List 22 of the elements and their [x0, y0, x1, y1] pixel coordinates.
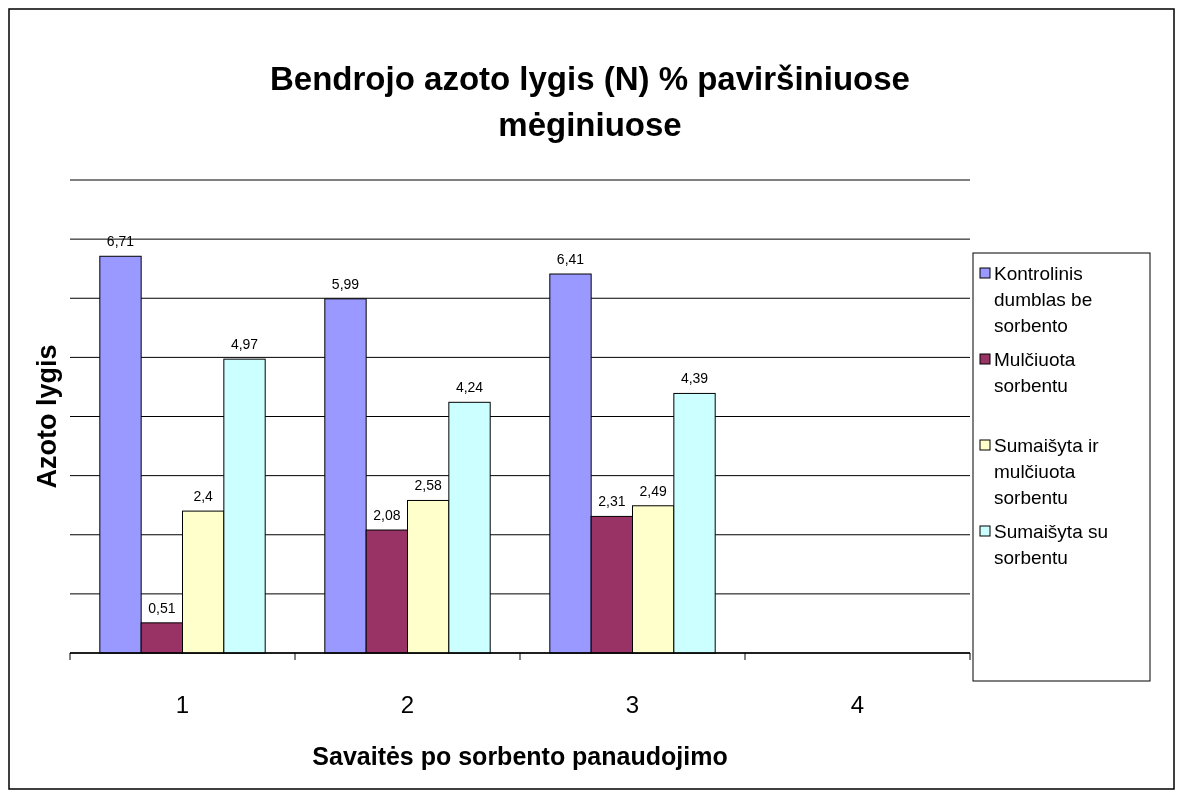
data-label: 4,39: [680, 370, 709, 387]
data-label: 5,99: [331, 275, 360, 292]
data-label: 2,08: [373, 507, 401, 524]
data-label: 4,97: [230, 336, 259, 353]
data-label: 6,41: [556, 251, 585, 268]
data-label: 4,24: [455, 379, 484, 396]
x-tick-label: 2: [400, 691, 415, 718]
legend-label: Mulčiuota sorbentu: [994, 349, 1076, 396]
chart-title: Bendrojo azoto lygis (N) % paviršiniuose mėginiuose: [270, 60, 910, 143]
x-tick-label: 3: [625, 691, 640, 718]
x-axis-title: Savaitės po sorbento panaudojimo: [312, 742, 728, 770]
legend-label: Sumaišyta su sorbentu: [994, 521, 1109, 568]
x-tick-label: 4: [850, 691, 865, 718]
legend-label: Sumaišyta ir mulčiuota sorbentu: [994, 435, 1100, 508]
data-label: 2,4: [193, 488, 214, 505]
data-label: 0,51: [148, 599, 176, 616]
data-label: 2,31: [598, 493, 626, 510]
data-label: 2,58: [414, 477, 443, 494]
data-label: 2,49: [639, 482, 668, 499]
y-axis-title: Azoto lygis: [32, 344, 62, 489]
x-tick-label: 1: [175, 691, 190, 718]
legend-label: Kontrolinis dumblas be sorbento: [994, 263, 1093, 336]
